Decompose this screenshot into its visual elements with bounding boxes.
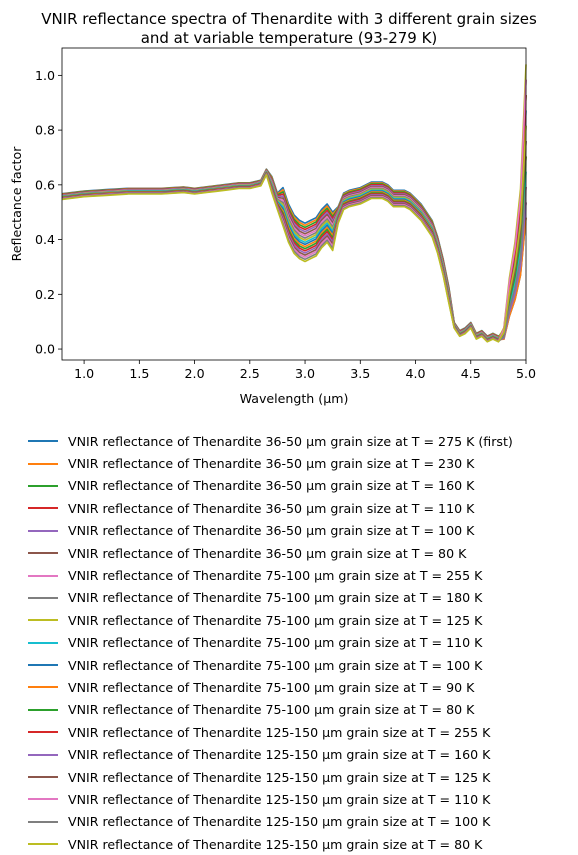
legend-item: VNIR reflectance of Thenardite 36-50 µm … xyxy=(28,430,513,452)
legend-item: VNIR reflectance of Thenardite 36-50 µm … xyxy=(28,475,513,497)
y-tick-label: 0.4 xyxy=(35,232,55,247)
y-tick-label: 0.6 xyxy=(35,177,55,192)
legend-label: VNIR reflectance of Thenardite 75-100 µm… xyxy=(68,702,475,718)
chart-canvas: 1.0 1.5 2.0 2.5 3.0 3.5 4.0 4.5 5.0 0.0 0.2 0.4 0.6… xyxy=(9,47,536,406)
y-axis: 0.0 0.2 0.4 0.6 0.8 1.0 xyxy=(35,68,62,357)
x-tick-label: 3.5 xyxy=(350,366,370,381)
legend-item: VNIR reflectance of Thenardite 36-50 µm … xyxy=(28,542,513,564)
x-tick-label: 1.0 xyxy=(74,366,94,381)
x-tick-label: 1.5 xyxy=(129,366,149,381)
legend-swatch xyxy=(28,776,58,779)
legend-swatch xyxy=(28,529,58,532)
legend-item: VNIR reflectance of Thenardite 125-150 µ… xyxy=(28,766,513,788)
legend-label: VNIR reflectance of Thenardite 36-50 µm … xyxy=(68,500,475,516)
chart-title-line-1: VNIR reflectance spectra of Thenardite w… xyxy=(41,10,537,28)
legend-swatch xyxy=(28,798,58,801)
legend-label: VNIR reflectance of Thenardite 36-50 µm … xyxy=(68,523,475,539)
legend-label: VNIR reflectance of Thenardite 36-50 µm … xyxy=(68,545,467,561)
legend-item: VNIR reflectance of Thenardite 75-100 µm… xyxy=(28,587,513,609)
y-tick-label: 1.0 xyxy=(35,68,55,83)
legend-swatch xyxy=(28,552,58,555)
x-axis-label: Wavelength (μm) xyxy=(240,391,349,406)
legend-item: VNIR reflectance of Thenardite 125-150 µ… xyxy=(28,811,513,833)
y-axis-label: Reflectance factor xyxy=(9,146,24,262)
x-axis: 1.0 1.5 2.0 2.5 3.0 3.5 4.0 4.5 5.0 xyxy=(74,360,536,381)
legend-label: VNIR reflectance of Thenardite 36-50 µm … xyxy=(68,433,513,449)
chart-title-line-2: and at variable temperature (93-279 K) xyxy=(140,29,438,47)
series-line-19 xyxy=(61,125,527,343)
legend-label: VNIR reflectance of Thenardite 36-50 µm … xyxy=(68,456,475,472)
legend-swatch xyxy=(28,507,58,510)
legend-label: VNIR reflectance of Thenardite 125-150 µ… xyxy=(68,791,491,807)
legend-swatch xyxy=(28,440,58,443)
legend-label: VNIR reflectance of Thenardite 75-100 µm… xyxy=(68,568,483,584)
legend-label: VNIR reflectance of Thenardite 125-150 µ… xyxy=(68,747,491,763)
legend-label: VNIR reflectance of Thenardite 75-100 µm… xyxy=(68,635,483,651)
legend-swatch xyxy=(28,619,58,622)
legend-swatch xyxy=(28,664,58,667)
x-tick-label: 2.5 xyxy=(240,366,260,381)
legend-swatch xyxy=(28,708,58,711)
legend-item: VNIR reflectance of Thenardite 36-50 µm … xyxy=(28,520,513,542)
y-tick-label: 0.0 xyxy=(35,342,55,357)
legend-item: VNIR reflectance of Thenardite 125-150 µ… xyxy=(28,721,513,743)
x-tick-label: 2.0 xyxy=(185,366,205,381)
legend-swatch xyxy=(28,641,58,644)
y-tick-label: 0.8 xyxy=(35,123,55,138)
legend-swatch xyxy=(28,596,58,599)
legend-swatch xyxy=(28,484,58,487)
legend-swatch xyxy=(28,753,58,756)
legend-item: VNIR reflectance of Thenardite 75-100 µm… xyxy=(28,632,513,654)
legend-item: VNIR reflectance of Thenardite 75-100 µm… xyxy=(28,609,513,631)
x-tick-label: 3.0 xyxy=(295,366,315,381)
plot-frame xyxy=(61,47,527,361)
legend-label: VNIR reflectance of Thenardite 125-150 µ… xyxy=(68,836,483,852)
legend-swatch xyxy=(28,731,58,734)
y-tick-label: 0.2 xyxy=(35,287,55,302)
legend-swatch xyxy=(28,820,58,823)
legend-label: VNIR reflectance of Thenardite 75-100 µm… xyxy=(68,612,483,628)
legend-swatch xyxy=(28,574,58,577)
legend-item: VNIR reflectance of Thenardite 75-100 µm… xyxy=(28,564,513,586)
legend-swatch xyxy=(28,462,58,465)
legend-swatch xyxy=(28,686,58,689)
x-tick-label: 4.0 xyxy=(406,366,426,381)
legend-label: VNIR reflectance of Thenardite 36-50 µm … xyxy=(68,478,475,494)
legend-label: VNIR reflectance of Thenardite 75-100 µm… xyxy=(68,657,483,673)
legend-item: VNIR reflectance of Thenardite 75-100 µm… xyxy=(28,654,513,676)
legend-swatch xyxy=(28,843,58,846)
series-layer xyxy=(61,64,527,343)
legend-label: VNIR reflectance of Thenardite 75-100 µm… xyxy=(68,679,475,695)
legend-item: VNIR reflectance of Thenardite 36-50 µm … xyxy=(28,497,513,519)
legend-label: VNIR reflectance of Thenardite 125-150 µ… xyxy=(68,814,491,830)
legend-item: VNIR reflectance of Thenardite 36-50 µm … xyxy=(28,452,513,474)
plot-area xyxy=(62,48,526,360)
legend: VNIR reflectance of Thenardite 36-50 µm … xyxy=(28,430,513,855)
legend-item: VNIR reflectance of Thenardite 125-150 µ… xyxy=(28,833,513,855)
legend-label: VNIR reflectance of Thenardite 125-150 µ… xyxy=(68,724,491,740)
legend-item: VNIR reflectance of Thenardite 75-100 µm… xyxy=(28,676,513,698)
legend-item: VNIR reflectance of Thenardite 75-100 µm… xyxy=(28,699,513,721)
x-tick-label: 4.5 xyxy=(461,366,481,381)
legend-label: VNIR reflectance of Thenardite 125-150 µ… xyxy=(68,769,491,785)
legend-item: VNIR reflectance of Thenardite 125-150 µ… xyxy=(28,788,513,810)
legend-item: VNIR reflectance of Thenardite 125-150 µ… xyxy=(28,743,513,765)
x-tick-label: 5.0 xyxy=(516,366,536,381)
legend-label: VNIR reflectance of Thenardite 75-100 µm… xyxy=(68,590,483,606)
